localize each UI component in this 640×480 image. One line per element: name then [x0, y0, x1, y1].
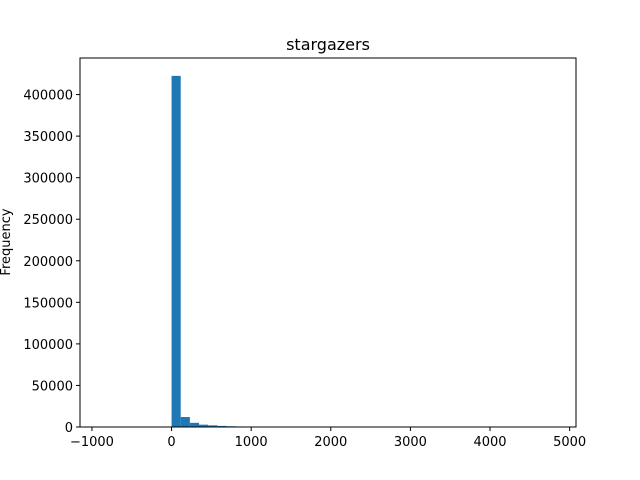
y-tick-label: 200000: [23, 255, 73, 270]
histogram-bar: [189, 422, 200, 427]
plot-frame: [79, 57, 577, 428]
histogram-bar: [171, 75, 181, 428]
histogram-bar: [217, 425, 227, 427]
y-tick-label: 300000: [23, 172, 73, 187]
y-tick-label: 250000: [23, 213, 73, 228]
histogram-bar: [208, 425, 218, 427]
x-tick-label: 0: [167, 435, 175, 450]
x-axis-ticks: −1000 0 1000 2000 3000 4000 5000: [70, 427, 586, 450]
y-tick-label: 100000: [23, 338, 73, 353]
x-tick-label: 5000: [553, 435, 586, 450]
histogram-bar: [199, 424, 209, 427]
x-tick-label: 2000: [314, 435, 347, 450]
x-tick-label: 1000: [235, 435, 268, 450]
y-tick-label: 0: [65, 421, 73, 436]
y-tick-label: 400000: [23, 89, 73, 104]
y-axis-ticks: 0 50000 100000 150000 200000 250000 300000 3500…: [23, 89, 80, 436]
y-tick-label: 50000: [32, 379, 73, 394]
x-tick-label: 4000: [473, 435, 506, 450]
histogram-bar: [180, 417, 190, 427]
y-tick-label: 350000: [23, 130, 73, 145]
chart-title: stargazers: [286, 35, 370, 54]
x-tick-label: −1000: [70, 435, 114, 450]
x-tick-label: 3000: [394, 435, 427, 450]
y-axis-label: Frequency: [0, 208, 14, 275]
y-tick-label: 150000: [23, 296, 73, 311]
